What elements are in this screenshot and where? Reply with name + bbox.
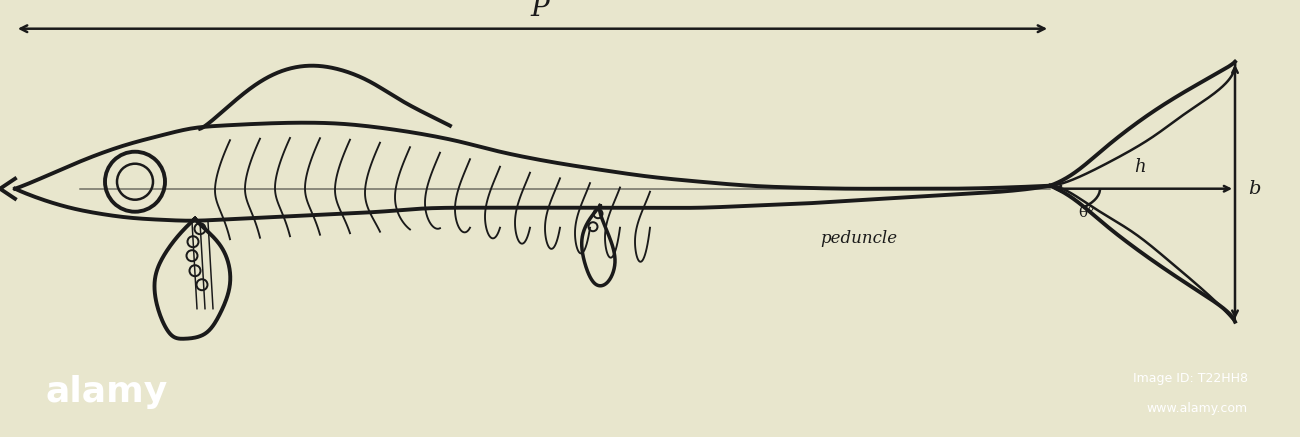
Text: peduncle: peduncle xyxy=(820,230,897,247)
Text: h: h xyxy=(1134,158,1145,176)
Text: alamy: alamy xyxy=(46,375,168,409)
Text: Image ID: T22HH8: Image ID: T22HH8 xyxy=(1134,372,1248,385)
Text: www.alamy.com: www.alamy.com xyxy=(1147,402,1248,415)
Text: b: b xyxy=(1248,180,1261,198)
Text: θ°: θ° xyxy=(1078,206,1095,220)
Text: P: P xyxy=(530,0,550,22)
